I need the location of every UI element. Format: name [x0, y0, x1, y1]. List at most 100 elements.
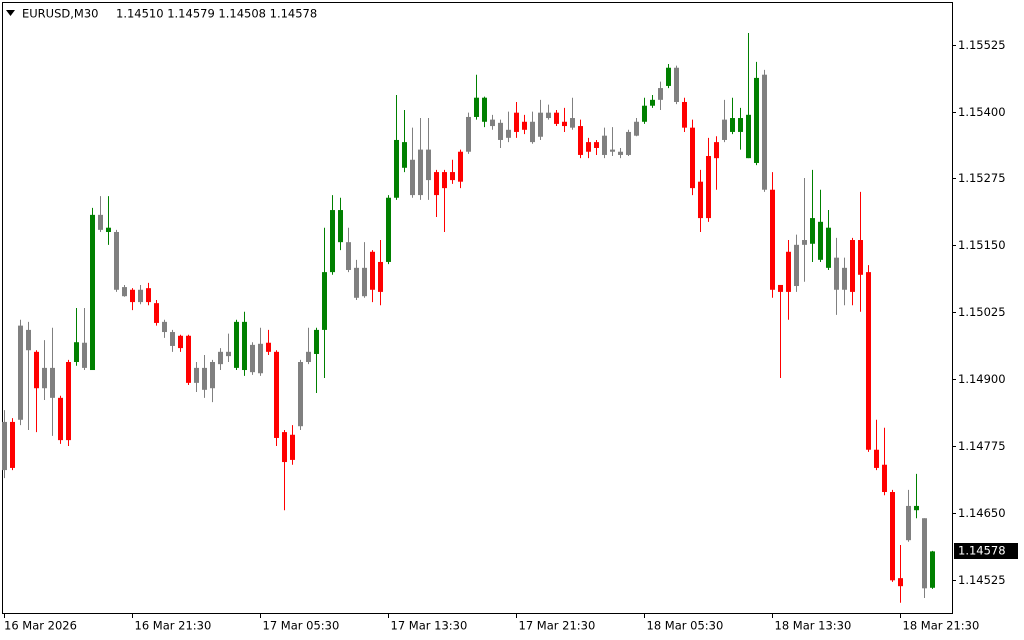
- x-tick-label: 16 Mar 2026: [4, 619, 77, 633]
- x-tick-label: 16 Mar 21:30: [135, 619, 212, 633]
- ohlc-label: 1.14510 1.14579 1.14508 1.14578: [116, 7, 317, 21]
- candle-body: [362, 267, 367, 297]
- candle-body: [458, 151, 463, 182]
- candle-body: [10, 421, 15, 468]
- candle-body: [498, 122, 503, 140]
- candle-body: [66, 362, 71, 441]
- candle-body: [594, 142, 599, 148]
- candle-body: [218, 351, 223, 365]
- candle-body: [162, 321, 167, 333]
- candle-body: [194, 367, 199, 383]
- candle-body: [666, 67, 671, 86]
- candle-body: [202, 367, 207, 390]
- y-tick-label: 1.14775: [958, 439, 1006, 453]
- candle-body: [602, 135, 607, 155]
- candle-body: [42, 367, 47, 389]
- candle-body: [122, 287, 127, 297]
- candle-body: [922, 518, 927, 589]
- candle-body: [250, 344, 255, 373]
- candle-body: [634, 121, 639, 136]
- y-tick-label: 1.14650: [958, 506, 1006, 520]
- candle-body: [338, 210, 343, 243]
- candle-body: [234, 321, 239, 368]
- candle-body: [858, 240, 863, 275]
- candle-body: [690, 127, 695, 189]
- candle-body: [626, 131, 631, 155]
- candle-body: [306, 351, 311, 363]
- candle-body: [274, 351, 279, 438]
- y-tick-label: 1.15025: [958, 305, 1006, 319]
- candle-body: [34, 351, 39, 389]
- candle-body: [786, 251, 791, 292]
- candle-body: [74, 342, 79, 363]
- candle-body: [546, 112, 551, 119]
- candle-body: [2, 421, 7, 471]
- candle-body: [58, 397, 63, 441]
- candle-body: [842, 267, 847, 290]
- candle-body: [770, 189, 775, 290]
- candle-body: [650, 99, 655, 106]
- candle-body: [402, 142, 407, 168]
- candle-body: [50, 367, 55, 398]
- x-tick-label: 18 Mar 13:30: [775, 619, 852, 633]
- candle-body: [578, 126, 583, 155]
- candle-body: [482, 97, 487, 122]
- candle-body: [642, 105, 647, 122]
- last-price-box: [954, 543, 1018, 559]
- candle-body: [394, 139, 399, 198]
- candle-body: [282, 432, 287, 463]
- candle-body: [538, 112, 543, 137]
- candle-body: [802, 240, 807, 245]
- candle-body: [330, 210, 335, 273]
- candle-body: [178, 335, 183, 349]
- candle-body: [554, 112, 559, 124]
- plot-frame: [2, 2, 953, 614]
- x-tick-label: 17 Mar 13:30: [391, 619, 468, 633]
- x-tick-label: 18 Mar 05:30: [647, 619, 724, 633]
- candle-body: [442, 172, 447, 189]
- y-tick-label: 1.15150: [958, 238, 1006, 252]
- y-tick-label: 1.14900: [958, 372, 1006, 386]
- y-tick-label: 1.15275: [958, 171, 1006, 185]
- candle-body: [682, 101, 687, 128]
- candle-body: [450, 172, 455, 181]
- candle-body: [434, 172, 439, 196]
- candle-body: [762, 74, 767, 190]
- candle-body: [506, 129, 511, 138]
- candle-body: [106, 227, 111, 232]
- x-tick-label: 17 Mar 21:30: [519, 619, 596, 633]
- candle-body: [474, 97, 479, 117]
- candle-body: [890, 492, 895, 581]
- candle-body: [370, 251, 375, 290]
- candle-body: [354, 267, 359, 298]
- candle-body: [90, 214, 95, 371]
- candle-body: [898, 578, 903, 587]
- candle-body: [746, 114, 751, 159]
- x-tick-label: 18 Mar 21:30: [903, 619, 980, 633]
- candle-body: [26, 329, 31, 351]
- y-tick-label: 1.14525: [958, 573, 1006, 587]
- candle-body: [490, 119, 495, 127]
- candle-body: [818, 221, 823, 260]
- candle-body: [466, 116, 471, 152]
- candle-body: [130, 289, 135, 303]
- candle-body: [114, 231, 119, 290]
- candle-body: [242, 321, 247, 371]
- candle-body: [418, 149, 423, 196]
- candle-body: [618, 151, 623, 155]
- candle-body: [826, 227, 831, 268]
- candle-body: [914, 505, 919, 511]
- candle-body: [170, 332, 175, 346]
- candle-body: [322, 272, 327, 330]
- candle-body: [314, 329, 319, 354]
- candle-body: [426, 149, 431, 181]
- candle-body: [586, 142, 591, 152]
- last-price-label: 1.14578: [958, 544, 1006, 558]
- candle-body: [410, 159, 415, 196]
- candle-body: [154, 303, 159, 323]
- symbol-menu-arrow[interactable]: [6, 10, 15, 16]
- candle-body: [522, 121, 527, 130]
- symbol-label: EURUSD,M30: [22, 7, 98, 21]
- candle-body: [778, 284, 783, 292]
